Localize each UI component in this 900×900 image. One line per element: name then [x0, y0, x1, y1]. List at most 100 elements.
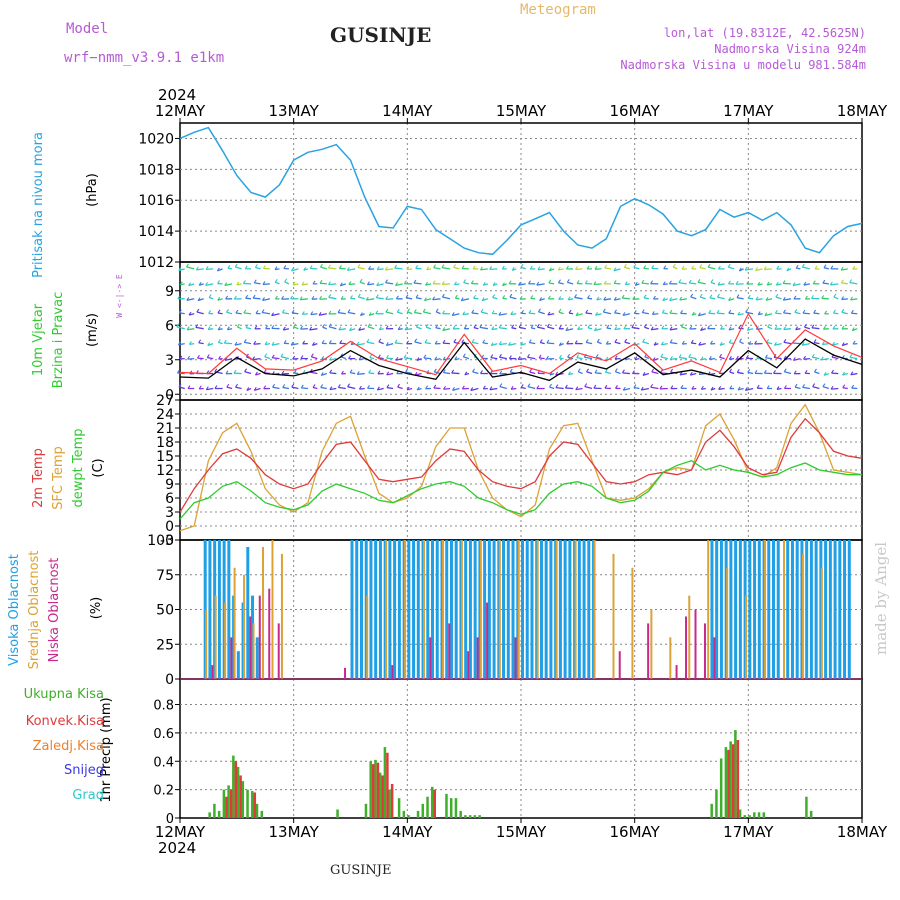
y-tick-label: 50 — [156, 603, 174, 619]
precip-bar — [364, 803, 368, 818]
wind-arrow — [614, 312, 621, 315]
wind-arrow-head — [624, 281, 628, 285]
meteogram-label: Meteogram — [520, 2, 596, 18]
wind-arrow-head — [441, 293, 445, 298]
precip-bar — [478, 815, 481, 818]
precip-bar — [433, 789, 437, 818]
wind-arrow — [245, 326, 252, 330]
x-tick-label-bottom: 18MAY — [837, 823, 888, 841]
wind-arrow-head — [433, 384, 437, 389]
wind-arrow — [499, 385, 507, 390]
wind-arrow-head — [736, 294, 740, 298]
wind-arrow — [499, 356, 507, 360]
wind-arrow-head — [252, 294, 256, 299]
cloud-bar — [757, 540, 761, 679]
wind-arrow — [386, 372, 394, 376]
cloud-bar — [517, 540, 520, 679]
wind-arrow-head — [281, 309, 285, 313]
wind-arrow — [833, 312, 839, 315]
wind-arrow — [774, 328, 782, 330]
wind-arrow — [643, 297, 650, 300]
wind-arrow-head — [555, 384, 559, 388]
wind-arrow — [747, 328, 754, 331]
wind-arrow-head — [577, 368, 581, 372]
wind-arrow-head — [728, 339, 732, 343]
wind-arrow — [356, 343, 365, 346]
wind-arrow-head — [681, 265, 685, 270]
wind-arrow — [669, 298, 678, 302]
wind-arrow — [596, 298, 602, 301]
wind-arrow-head — [680, 323, 684, 328]
wind-arrow-head — [207, 342, 211, 346]
wind-arrow — [765, 298, 773, 301]
wind-arrow-head — [821, 341, 825, 345]
wind-arrow — [218, 341, 223, 345]
wind-arrow-head — [376, 386, 380, 391]
wind-arrow-head — [454, 356, 458, 360]
cloud-bar — [530, 540, 534, 679]
wind-arrow-head — [442, 339, 446, 344]
y-tick-label: 12 — [156, 463, 174, 479]
wind-arrow-head — [700, 385, 704, 390]
wind-arrow-head — [236, 281, 240, 286]
wind-arrow-head — [593, 281, 597, 285]
wind-arrow-head — [243, 309, 247, 314]
wind-arrow — [178, 268, 185, 272]
wind-arrow — [597, 341, 602, 345]
wind-arrow-head — [662, 281, 666, 285]
precip-bar — [378, 772, 382, 818]
wind-arrow — [652, 313, 659, 316]
wind-arrow — [766, 341, 773, 345]
wind-arrow — [614, 328, 621, 331]
y-tick-label: 9 — [165, 284, 174, 300]
wind-arrow — [226, 386, 233, 390]
wind-arrow-head — [293, 323, 297, 328]
wind-arrow-head — [321, 356, 325, 360]
wind-arrow — [207, 343, 214, 347]
wind-arrow — [197, 298, 204, 302]
wind-arrow — [549, 386, 555, 390]
wind-arrow — [470, 387, 479, 392]
x-tick-label-bottom: 12MAY — [155, 823, 206, 841]
wind-arrow-head — [804, 323, 807, 328]
cloud-bar — [506, 540, 510, 679]
wind-arrow-head — [235, 383, 238, 388]
wind-arrow-head — [633, 310, 637, 314]
wind-arrow — [625, 283, 631, 286]
precip-bar — [731, 744, 735, 818]
wind-arrow-head — [375, 294, 379, 298]
precip-bar — [454, 798, 458, 818]
wind-arrow — [490, 356, 498, 360]
precip-bar — [727, 749, 730, 818]
wind-arrow — [318, 313, 327, 316]
wind-arrow-head — [699, 293, 703, 298]
wind-arrow-head — [498, 341, 502, 345]
wind-arrow-head — [347, 383, 351, 387]
wind-arrow-head — [226, 383, 230, 388]
wind-arrow — [672, 266, 678, 270]
wind-arrow-head — [281, 370, 285, 375]
wind-arrow-head — [690, 293, 694, 298]
cloud-bar — [205, 609, 208, 679]
wind-arrow — [416, 326, 422, 330]
wind-arrow-head — [614, 338, 618, 343]
wind-arrow — [624, 266, 631, 270]
wind-arrow-head — [452, 387, 455, 391]
wind-arrow-head — [640, 386, 644, 391]
wind-arrow — [776, 283, 782, 286]
precip-bar — [473, 815, 477, 818]
wind-arrow-head — [340, 295, 344, 300]
y-tick-label: 6 — [165, 318, 174, 334]
wind-arrow — [320, 372, 328, 377]
wind-arrow-head — [716, 309, 720, 314]
wind-arrow-head — [546, 323, 550, 328]
wind-arrow-head — [775, 281, 779, 286]
wind-arrow-head — [292, 281, 296, 286]
wind-arrow-head — [498, 353, 502, 358]
y-tick-label: 3 — [165, 505, 174, 521]
wind-arrow-head — [539, 339, 543, 343]
wind-arrow-head — [794, 308, 798, 313]
wind-arrow-head — [338, 326, 342, 331]
wind-arrow-head — [632, 296, 636, 300]
cloud-bar — [407, 540, 411, 679]
